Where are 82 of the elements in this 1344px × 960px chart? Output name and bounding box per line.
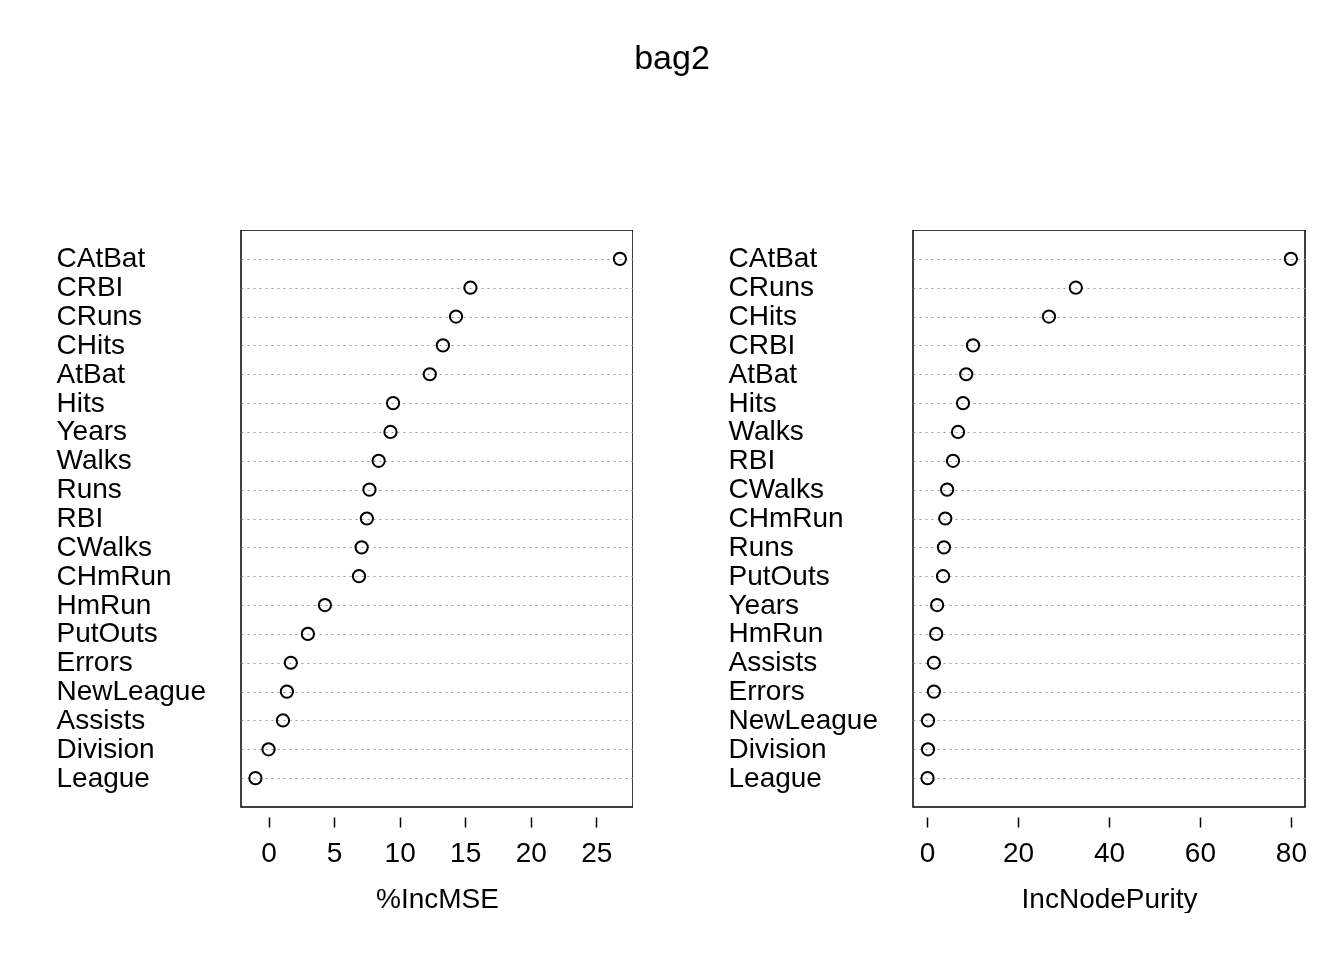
y-tick-label: AtBat [728, 357, 798, 389]
point [463, 280, 478, 295]
y-tick-label: Assists [728, 646, 818, 678]
point [939, 482, 955, 497]
y-tick-label: PutOuts [728, 559, 830, 591]
y-tick-label: CRBI [56, 271, 124, 303]
y-tick-label: CWalks [728, 473, 824, 505]
y-tick-label: HmRun [56, 588, 152, 620]
point [300, 626, 315, 642]
y-tick-label: Hits [56, 386, 105, 418]
point [359, 511, 374, 526]
point [612, 251, 628, 266]
x-tick-label: 80 [1275, 836, 1307, 868]
point [965, 338, 981, 353]
x-axis-title: %IncMSE [376, 882, 499, 914]
point [929, 626, 944, 642]
point [248, 771, 263, 786]
y-tick-label: Division [728, 732, 827, 764]
point [1068, 280, 1083, 295]
y-tick-label: CHmRun [56, 559, 172, 591]
chart-title: bag2 [633, 38, 711, 77]
point [261, 742, 276, 757]
x-axis-title: IncNodePurity [1021, 882, 1198, 914]
point [275, 713, 291, 728]
point [351, 569, 367, 584]
x-tick-label: 10 [384, 836, 416, 868]
point [935, 569, 951, 584]
point [959, 367, 974, 382]
point [371, 453, 386, 468]
point [920, 742, 936, 757]
y-tick-label: Division [56, 732, 155, 764]
point [279, 684, 295, 699]
x-tick-label: 25 [581, 836, 613, 868]
point [950, 424, 966, 440]
point [383, 424, 398, 440]
point [920, 713, 936, 728]
y-tick-label: Hits [728, 386, 777, 418]
y-tick-label: RBI [728, 444, 776, 476]
point [938, 511, 953, 526]
y-tick-label: PutOuts [56, 617, 158, 649]
point [926, 655, 942, 670]
point [1041, 309, 1057, 324]
y-tick-label: League [56, 761, 150, 793]
x-tick-label: 40 [1093, 836, 1126, 868]
point [283, 655, 298, 670]
point [422, 367, 437, 382]
point [448, 309, 464, 324]
x-tick-label: 20 [515, 836, 547, 868]
x-tick-label: 5 [326, 836, 343, 868]
y-tick-label: Errors [56, 646, 133, 678]
y-tick-label: Runs [56, 473, 122, 505]
y-tick-label: Walks [56, 444, 132, 476]
y-tick-label: HmRun [728, 617, 824, 649]
point [936, 540, 952, 555]
point [926, 684, 942, 699]
y-tick-label: Years [728, 588, 800, 620]
y-tick-label: AtBat [56, 357, 126, 389]
y-tick-label: CRuns [728, 271, 815, 303]
y-tick-label: Walks [728, 415, 804, 447]
point [362, 482, 377, 497]
x-tick-label: 20 [1002, 836, 1035, 868]
point [945, 453, 961, 468]
point [929, 597, 945, 613]
point [385, 395, 401, 411]
point [920, 771, 935, 786]
point [354, 540, 369, 555]
x-tick-label: 60 [1184, 836, 1217, 868]
y-tick-label: Runs [728, 530, 794, 562]
point [1283, 251, 1299, 266]
x-tick-label: 0 [919, 836, 936, 868]
y-tick-label: CWalks [56, 530, 152, 562]
x-tick-label: 15 [450, 836, 482, 868]
y-tick-label: RBI [56, 502, 104, 533]
y-tick-label: Years [56, 415, 128, 447]
x-tick-label: 0 [261, 836, 277, 868]
y-tick-label: CHmRun [728, 502, 844, 533]
y-tick-label: CAtBat [728, 242, 818, 274]
point [955, 395, 971, 411]
y-tick-label: CAtBat [56, 242, 146, 274]
point [435, 338, 451, 353]
y-tick-label: League [728, 761, 822, 793]
point [317, 597, 333, 613]
